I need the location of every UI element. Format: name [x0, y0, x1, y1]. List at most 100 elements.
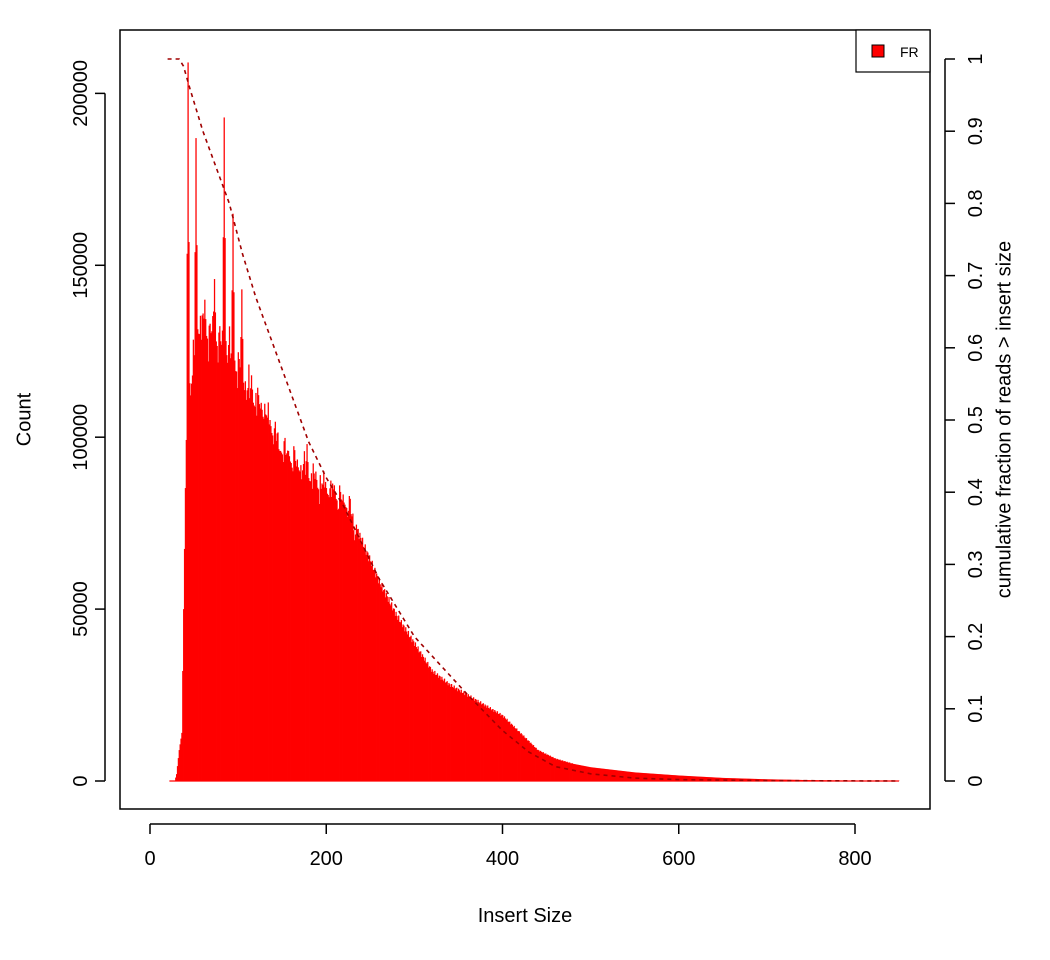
histogram-bar — [300, 465, 302, 781]
histogram-bar — [680, 775, 682, 781]
histogram-bar — [469, 697, 471, 781]
plot-frame — [119, 29, 931, 810]
histogram-bar — [432, 671, 434, 781]
histogram-bar — [362, 546, 365, 781]
histogram-bar — [657, 774, 659, 781]
histogram-bar — [384, 597, 387, 781]
histogram-bar — [401, 627, 403, 781]
histogram-bar — [443, 678, 446, 781]
histogram-bar — [670, 774, 672, 781]
y-tick-label: 100000 — [70, 404, 92, 471]
histogram-bar — [531, 744, 533, 781]
histogram-bar — [404, 631, 406, 781]
histogram-bar — [347, 510, 350, 781]
histogram-bar — [417, 646, 419, 781]
histogram-bar — [255, 392, 257, 781]
y-axis-left: 0 50000 100000 150000 200000 — [70, 60, 106, 787]
histogram-bar — [238, 359, 240, 781]
histogram-bar — [402, 624, 404, 781]
histogram-bar — [720, 777, 722, 781]
histogram-bar — [177, 758, 180, 781]
histogram-bar — [178, 750, 180, 781]
histogram-bar — [675, 775, 677, 781]
histogram-bar — [566, 761, 568, 781]
histogram-bar — [479, 703, 481, 781]
histogram-bar — [543, 753, 545, 781]
histogram-bar — [520, 733, 522, 781]
histogram-bar — [777, 779, 780, 781]
y-axis-right: 0 0.1 0.2 0.3 0.4 0.5 0.6 0.7 0.8 0.9 1 — [944, 53, 987, 787]
histogram-bar — [545, 753, 547, 781]
histogram-bar — [397, 619, 399, 781]
histogram-bar — [632, 772, 634, 781]
histogram-bar — [486, 707, 488, 781]
histogram-bar — [542, 752, 544, 781]
histogram-bar — [505, 719, 507, 781]
histogram-bar — [256, 415, 258, 781]
histogram-bar — [626, 771, 628, 781]
histogram-bar — [508, 721, 510, 781]
histogram-bar — [490, 710, 492, 781]
histogram-bar — [569, 762, 571, 781]
histogram-bar — [473, 700, 476, 781]
histogram-bar — [400, 620, 402, 781]
histogram-bar — [634, 772, 636, 781]
histogram-bar — [535, 747, 537, 781]
histogram-bar — [602, 768, 604, 781]
histogram-bar — [692, 776, 694, 781]
histogram-bar — [298, 470, 300, 781]
histogram-bar — [239, 367, 241, 781]
histogram-bar — [357, 528, 359, 781]
histogram-bar — [583, 765, 585, 781]
histogram-bar — [235, 371, 238, 781]
histogram-bar — [353, 530, 355, 781]
histogram-bar — [231, 290, 233, 781]
histogram-bar — [325, 488, 328, 781]
histogram-bar — [376, 573, 378, 781]
y-axis-label: Count — [13, 392, 35, 446]
histogram-bar — [753, 778, 755, 781]
histogram-bar — [511, 724, 514, 781]
histogram-bar — [322, 484, 324, 781]
histogram-bar — [477, 699, 479, 781]
histogram-bar — [257, 395, 260, 781]
histogram-bar — [250, 388, 252, 781]
histogram-bar — [260, 402, 262, 781]
histogram-bar — [237, 352, 239, 781]
histogram-bar — [454, 689, 456, 781]
histogram-bar — [556, 758, 558, 781]
histogram-bar — [312, 463, 314, 781]
histogram-bar — [699, 776, 701, 781]
x-tick-label: 0 — [144, 848, 155, 870]
histogram-bar — [547, 755, 550, 781]
histogram-bar — [356, 529, 358, 781]
histogram-bar — [227, 362, 229, 781]
histogram-bar — [648, 773, 650, 781]
histogram-bar — [453, 685, 455, 781]
y2-tick-label: 0.6 — [965, 334, 987, 362]
histogram-bar — [190, 383, 193, 781]
histogram-bar — [761, 779, 763, 781]
histogram-bar — [661, 774, 663, 781]
histogram-bar — [265, 415, 268, 781]
histogram-bar — [609, 769, 611, 781]
histogram-bar — [483, 706, 485, 781]
histogram-bar — [638, 772, 640, 781]
histogram-bar — [688, 776, 691, 781]
histogram-bar — [481, 703, 484, 781]
y-tick-label: 200000 — [70, 60, 92, 127]
histogram-bar — [637, 772, 640, 781]
histogram-bar — [452, 687, 454, 781]
legend-swatch-fr — [871, 44, 885, 58]
histogram-bar — [176, 774, 178, 781]
histogram-bar — [321, 483, 323, 781]
histogram-bar — [639, 772, 641, 781]
histogram-bar — [502, 715, 504, 781]
histogram-bar — [571, 763, 573, 781]
histogram-bar — [719, 777, 722, 781]
histogram-bar — [180, 738, 182, 781]
histogram-bar — [514, 728, 516, 781]
histogram-bar — [569, 763, 572, 781]
histogram-bar — [538, 750, 540, 781]
histogram-bar — [304, 474, 306, 781]
